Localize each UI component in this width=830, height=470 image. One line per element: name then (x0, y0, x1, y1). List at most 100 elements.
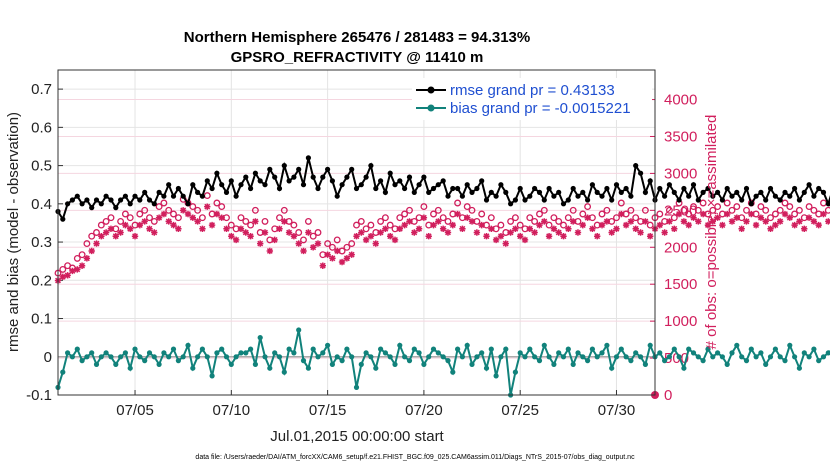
assimilated-point (271, 236, 278, 244)
assimilated-point (382, 225, 389, 233)
bias-point (450, 369, 456, 375)
bias-point (748, 346, 754, 352)
bias-point (565, 346, 571, 352)
bias-point (243, 350, 249, 356)
assimilated-point (574, 229, 582, 236)
rmse-point (65, 201, 71, 207)
rmse-point (599, 193, 605, 199)
rmse-point (464, 182, 470, 188)
possible-point (613, 214, 620, 222)
rmse-point (305, 155, 311, 161)
possible-point (690, 203, 697, 211)
bias-point (551, 361, 557, 367)
bias-point (103, 350, 109, 356)
rmse-point (503, 189, 509, 195)
assimilated-point (411, 229, 418, 236)
assimilated-point (112, 232, 119, 240)
bias-point (681, 365, 687, 371)
possible-point (714, 203, 722, 211)
rmse-point (772, 193, 779, 199)
possible-point (73, 254, 81, 262)
assimilated-point (319, 262, 326, 269)
rmse-point (421, 174, 427, 180)
possible-point (280, 206, 288, 214)
assimilated-point (194, 218, 201, 225)
rmse-point (724, 185, 730, 192)
rmse-point (753, 193, 759, 199)
possible-point (97, 221, 105, 229)
rmse-point (739, 197, 745, 203)
bias-point (151, 354, 157, 360)
possible-point (699, 199, 707, 207)
assimilated-point (637, 229, 644, 236)
rmse-point (551, 193, 557, 199)
rmse-point (132, 193, 138, 199)
bias-point (334, 354, 340, 360)
possible-point (805, 203, 813, 211)
possible-point (174, 214, 182, 222)
possible-point (560, 221, 567, 229)
assimilated-point (305, 229, 312, 236)
assimilated-point (242, 229, 249, 236)
bias-point (89, 350, 95, 356)
assimilated-point (179, 207, 187, 214)
rmse-point (368, 163, 374, 169)
possible-point (165, 206, 173, 214)
possible-point (478, 210, 486, 218)
legend-box (412, 78, 652, 120)
rmse-point (609, 197, 615, 203)
rmse-point (325, 166, 331, 172)
bias-point (382, 350, 388, 356)
assimilated-point (536, 221, 543, 229)
assimilated-point (541, 218, 548, 225)
possible-point (641, 206, 649, 214)
rmse-point (161, 193, 167, 199)
rmse-point (397, 178, 403, 184)
bias-point (146, 350, 153, 356)
bias-point (214, 350, 220, 356)
series-assimilated (54, 203, 830, 284)
possible-point (170, 210, 177, 218)
assimilated-point (560, 232, 567, 240)
rmse-point (296, 166, 302, 172)
rmse-point (358, 182, 364, 188)
rmse-point (585, 197, 591, 203)
legend: rmse grand pr = 0.43133 bias grand pr = … (412, 78, 652, 120)
bias-point (122, 350, 128, 356)
rmse-point (671, 189, 677, 195)
possible-point (309, 232, 317, 240)
rmse-point (594, 189, 600, 195)
bias-point (743, 358, 750, 364)
bias-point (310, 346, 316, 352)
bias-point (633, 350, 639, 356)
bias-point (787, 342, 793, 348)
assimilated-point (420, 214, 428, 221)
series-rmse (55, 155, 830, 222)
bias-point (349, 354, 355, 360)
assimilated-point (757, 214, 765, 221)
assimilated-point (786, 214, 794, 221)
rmse-point (589, 182, 596, 188)
assimilated-point (584, 214, 591, 221)
assimilated-point (141, 218, 148, 225)
possible-point (59, 265, 67, 273)
rmse-point (252, 170, 258, 176)
chart-subtitle: GPSRO_REFRACTIVITY @ 11410 m (231, 49, 484, 66)
rmse-point (676, 197, 682, 203)
assimilated-point (362, 236, 370, 244)
rmse-point (392, 182, 398, 188)
possible-point (304, 217, 312, 225)
rmse-point (690, 182, 697, 188)
assimilated-point (98, 232, 105, 240)
bias-point (108, 354, 114, 360)
possible-point (314, 229, 322, 236)
assimilated-point (266, 247, 274, 255)
rmse-point (339, 182, 345, 188)
bias-point (782, 358, 788, 364)
rmse-point (758, 189, 764, 195)
rmse-point (763, 197, 769, 203)
assimilated-point (107, 225, 115, 233)
rmse-point (715, 189, 721, 195)
assimilated-point (478, 221, 485, 229)
bias-point (705, 346, 711, 352)
